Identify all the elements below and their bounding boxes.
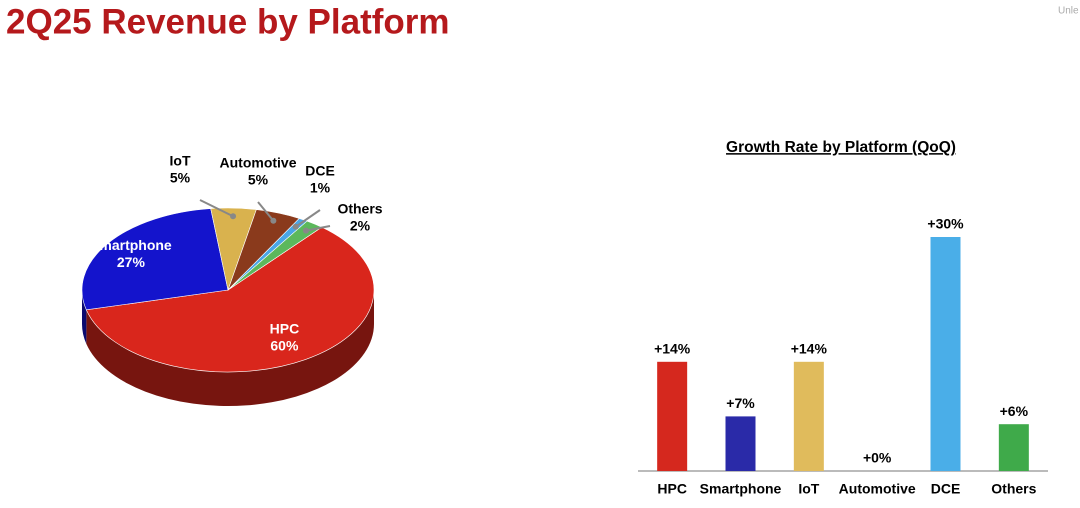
leader-line [257, 201, 275, 222]
bar [930, 237, 961, 471]
bar [657, 361, 688, 471]
leader-line [305, 225, 331, 232]
bar-value-label: +6% [1000, 403, 1029, 419]
pie-value-label: 1% [310, 180, 331, 196]
pie-label: IoT [170, 153, 191, 169]
pie-value-label: 27% [117, 254, 146, 270]
leader-dot [302, 227, 309, 234]
x-tick-label: Automotive [839, 481, 916, 497]
bar-value-label: +7% [726, 395, 755, 411]
pie-label: Smartphone [90, 237, 172, 253]
x-tick-label: HPC [657, 481, 687, 497]
bar-value-label: +30% [927, 216, 964, 232]
x-tick-label: IoT [798, 481, 819, 497]
pie-value-label: 5% [248, 172, 269, 188]
pie-label: Automotive [220, 155, 297, 171]
slide-title: 2Q25 Revenue by Platform [6, 2, 450, 41]
bar-value-label: +14% [654, 341, 691, 357]
pie-label: DCE [305, 163, 335, 179]
pie-side [82, 290, 87, 344]
pie-value-label: 2% [350, 218, 371, 234]
bar [793, 361, 824, 471]
leader-line [295, 209, 321, 228]
x-tick-label: DCE [931, 481, 961, 497]
pie-value-label: 60% [270, 337, 299, 353]
x-tick-label: Smartphone [700, 481, 782, 497]
corner-text: Unle [1058, 6, 1079, 17]
bar [725, 416, 756, 471]
pie-slice [81, 208, 229, 311]
pie-label: Others [337, 201, 382, 217]
leader-dot [292, 223, 299, 230]
pie-slice [85, 226, 375, 373]
leader-dot [230, 213, 237, 220]
bar-value-label: +0% [863, 450, 892, 466]
x-tick-label: Others [991, 481, 1036, 497]
leader-dot [270, 217, 277, 224]
pie-label: HPC [270, 320, 300, 336]
pie-side [86, 290, 374, 406]
bar [998, 424, 1029, 471]
bar-value-label: +14% [791, 341, 828, 357]
pie-value-label: 5% [170, 170, 191, 186]
leader-line [199, 199, 234, 218]
bar-chart-title: Growth Rate by Platform (QoQ) [726, 139, 956, 156]
